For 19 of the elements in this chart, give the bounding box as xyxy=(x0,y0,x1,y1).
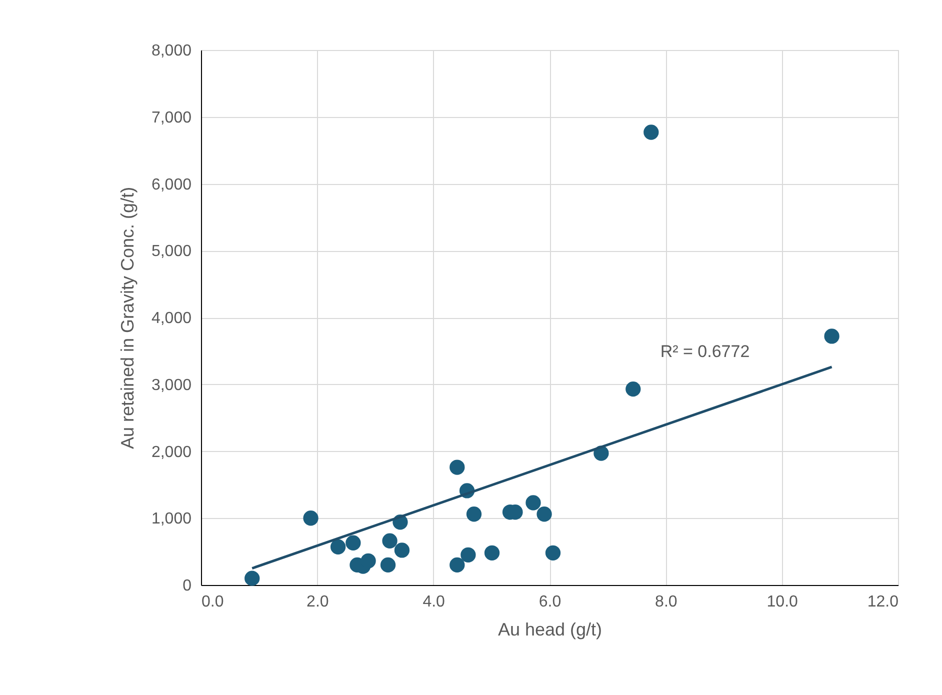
y-tick-label: 3,000 xyxy=(151,376,192,394)
x-tick-label: 4.0 xyxy=(422,594,446,610)
y-axis-title: Au retained in Gravity Conc. (g/t) xyxy=(117,186,138,450)
y-tick-label: 1,000 xyxy=(151,510,192,528)
y-tick-label: 2,000 xyxy=(151,444,192,461)
y-tick-label: 0 xyxy=(182,578,192,594)
x-tick-label: 12.0 xyxy=(867,594,899,610)
y-tick-label: 7,000 xyxy=(151,109,192,126)
x-tick-label: 0.0 xyxy=(202,594,224,610)
x-tick-label: 10.0 xyxy=(766,594,798,610)
x-tick-label: 6.0 xyxy=(538,594,562,610)
x-tick-label: 8.0 xyxy=(655,594,678,610)
x-axis-title: Au head (g/t) xyxy=(498,620,602,640)
y-tick-label: 6,000 xyxy=(151,176,192,194)
y-tick-label: 8,000 xyxy=(151,42,192,60)
y-tick-label: 4,000 xyxy=(151,310,192,327)
y-tick-label: 5,000 xyxy=(151,243,192,260)
x-tick-label: 2.0 xyxy=(306,594,329,610)
annotation: R² = 0.6772 xyxy=(660,342,750,361)
